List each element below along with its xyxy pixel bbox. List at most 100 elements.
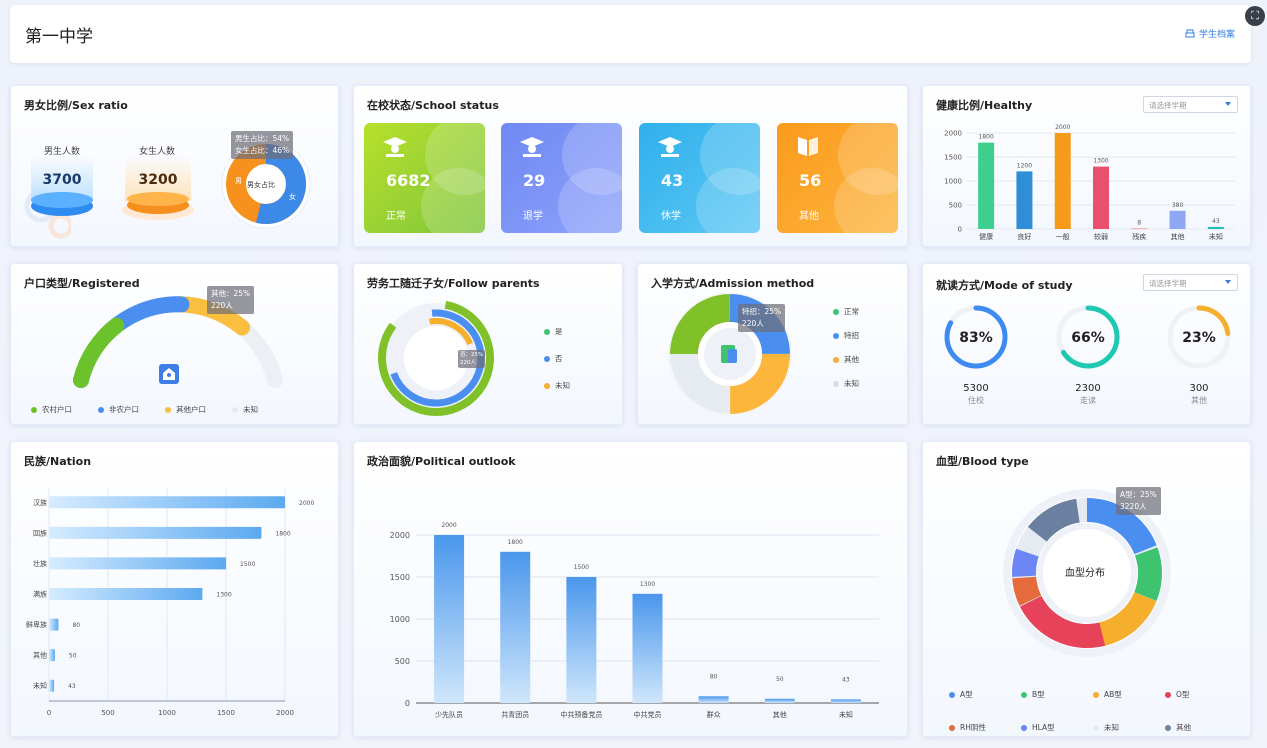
bar[interactable] xyxy=(500,551,531,703)
legend-item[interactable]: HLA型 xyxy=(1021,722,1093,733)
bar[interactable] xyxy=(49,588,203,600)
status-tile-other[interactable]: 56 其他 xyxy=(777,123,898,233)
study-mode-item: 83% 5300 住校 xyxy=(943,304,1009,406)
bar[interactable] xyxy=(1131,228,1148,230)
legend-dot xyxy=(232,407,238,413)
legend-dot xyxy=(833,381,839,387)
female-char: 女 xyxy=(289,193,296,201)
legend-item[interactable]: 正常 xyxy=(833,300,859,324)
bar[interactable] xyxy=(49,557,226,570)
progress-percent: 66% xyxy=(1071,330,1105,346)
bar[interactable] xyxy=(698,696,729,703)
legend-item[interactable]: A型 xyxy=(949,689,1021,700)
legend-dot xyxy=(544,383,550,389)
legend-item[interactable]: RH阴性 xyxy=(949,722,1021,733)
status-value: 6682 xyxy=(386,171,431,190)
legend-dot xyxy=(949,725,955,731)
status-tile-normal[interactable]: 6682 正常 xyxy=(364,123,485,233)
healthy-chart: 0 500 1000 1500 2000 1800 健康 1200 良好 2000 一般 1300 较弱… xyxy=(944,124,1235,241)
y-tick-label: 鲜卑族 xyxy=(26,620,47,629)
female-count-label: 女生人数 xyxy=(139,147,176,157)
sex-ratio-tooltip: 男生占比：54% 女生占比：46% xyxy=(231,131,294,159)
bar-value-label: 50 xyxy=(69,653,77,660)
blood-center-label: 血型分布 xyxy=(1065,568,1105,579)
legend-item[interactable]: 是 xyxy=(544,318,570,345)
y-tick-label: 汉族 xyxy=(33,498,47,507)
tooltip-line: 220人 xyxy=(742,319,764,328)
semester-select[interactable]: 请选择学期 xyxy=(1143,96,1238,113)
bar[interactable] xyxy=(49,526,262,539)
bar[interactable] xyxy=(434,535,465,703)
legend-item[interactable]: 未知 xyxy=(544,372,570,399)
legend-item[interactable]: 农村户口 xyxy=(31,404,72,415)
semester-select[interactable]: 请选择学期 xyxy=(1143,274,1238,291)
legend-item[interactable]: 未知 xyxy=(1093,722,1165,733)
bar[interactable] xyxy=(1016,171,1033,229)
nation-card: 民族/Nation 0 500 1000 1500 2000 汉族 2000 回族 1800 壮族… xyxy=(10,441,339,737)
legend-item[interactable]: B型 xyxy=(1021,689,1093,700)
sex-ratio-card: 男女比例/Sex ratio 男生人数 3700 女生人数 3200 男女占比 … xyxy=(10,85,339,247)
legend-item[interactable]: 未知 xyxy=(833,372,859,396)
progress-percent: 23% xyxy=(1182,330,1216,346)
bar[interactable] xyxy=(978,142,995,229)
bar[interactable] xyxy=(49,618,59,631)
bar[interactable] xyxy=(830,699,861,703)
legend-item[interactable]: AB型 xyxy=(1093,689,1165,700)
home-icon xyxy=(159,364,179,384)
bar[interactable] xyxy=(49,496,285,509)
bar[interactable] xyxy=(566,577,597,703)
status-value: 56 xyxy=(799,171,822,190)
legend-label: 非农户口 xyxy=(109,405,139,414)
bar[interactable] xyxy=(49,649,55,662)
legend-label: 未知 xyxy=(555,381,570,390)
study-count: 2300 xyxy=(1075,383,1101,394)
x-tick-label: 未知 xyxy=(839,710,853,719)
status-tile-dropout[interactable]: 29 退学 xyxy=(501,123,622,233)
legend-item[interactable]: 未知 xyxy=(232,404,258,415)
legend-dot xyxy=(833,333,839,339)
student-archive-link[interactable]: 学生档案 xyxy=(1185,27,1235,40)
legend-item[interactable]: 其他户口 xyxy=(165,404,206,415)
y-tick-label: 2000 xyxy=(944,130,962,138)
bar[interactable] xyxy=(1093,166,1109,229)
legend-item[interactable]: 其他 xyxy=(833,348,859,372)
x-tick-label: 群众 xyxy=(707,710,721,719)
bar[interactable] xyxy=(632,593,663,703)
study-label: 其他 xyxy=(1191,396,1207,405)
x-tick-label: 较弱 xyxy=(1094,232,1108,241)
bar[interactable] xyxy=(1054,133,1071,229)
y-tick-label: 1000 xyxy=(390,615,410,624)
bar[interactable] xyxy=(49,679,55,692)
progress-arc xyxy=(1167,305,1231,369)
bar[interactable] xyxy=(1169,210,1186,229)
chevron-down-icon xyxy=(1225,102,1231,106)
legend-item[interactable]: 否 xyxy=(544,345,570,372)
legend-item[interactable]: 特招 xyxy=(833,324,859,348)
study-mode-item: 66% 2300 走读 xyxy=(1055,304,1121,406)
male-count-value: 3700 xyxy=(42,172,82,188)
legend-item[interactable]: 非农户口 xyxy=(98,404,139,415)
bar-value-label: 43 xyxy=(68,683,76,690)
bar-value-label: 1500 xyxy=(240,561,255,568)
legend-item[interactable]: 其他 xyxy=(1165,722,1237,733)
legend-item[interactable]: O型 xyxy=(1165,689,1237,700)
bar-value-label: 1800 xyxy=(508,539,523,546)
legend-label: AB型 xyxy=(1104,690,1122,699)
study-mode-title: 就读方式/Mode of study xyxy=(936,279,1073,292)
legend-label: O型 xyxy=(1176,690,1190,699)
progress-arc xyxy=(1056,305,1120,369)
y-tick-label: 1500 xyxy=(390,573,410,582)
healthy-card: 健康比例/Healthy 请选择学期 0 500 1000 1500 2000 1800 健… xyxy=(922,85,1251,247)
bar[interactable] xyxy=(764,698,795,703)
legend-label: 否 xyxy=(555,354,563,363)
tooltip-line: 否：25% xyxy=(460,352,484,358)
legend-label: 未知 xyxy=(243,405,258,414)
legend-dot xyxy=(833,357,839,363)
political-chart: 0 500 1000 1500 2000 2000 少先队员 1800 共青团员 1500 中共预备… xyxy=(390,522,879,719)
tooltip-line: 220人 xyxy=(460,360,476,366)
screenshot-icon[interactable]: ⛶ xyxy=(1245,6,1265,26)
status-tile-suspended[interactable]: 43 休学 xyxy=(639,123,760,233)
bar[interactable] xyxy=(1207,226,1224,229)
x-tick-label: 其他 xyxy=(1171,232,1185,241)
male-count-label: 男生人数 xyxy=(44,147,81,157)
